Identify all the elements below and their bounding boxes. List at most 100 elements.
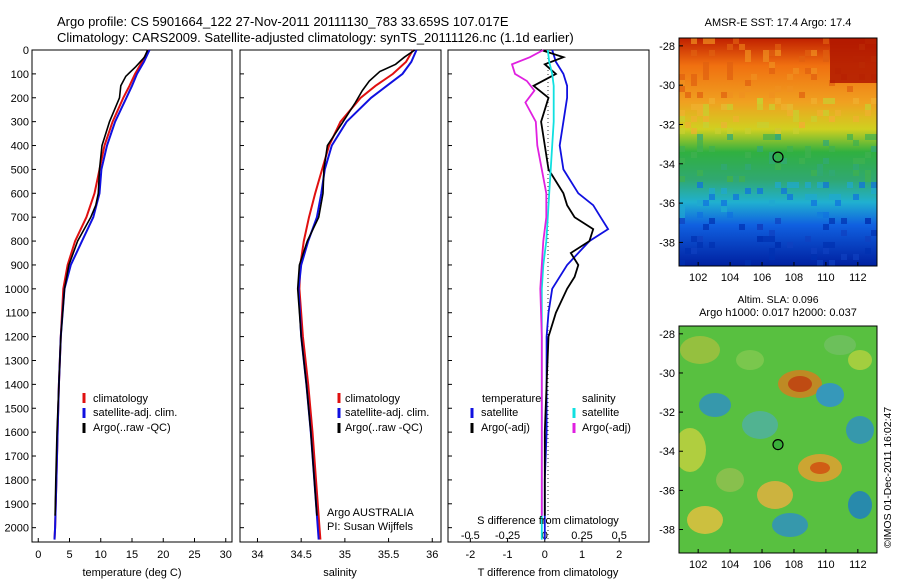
legend-label-satellite: satellite-adj. clim. — [93, 407, 177, 419]
sst-cell — [787, 182, 793, 188]
sst-cell — [811, 74, 817, 80]
sst-cell — [823, 140, 829, 146]
depth-tick-label: 1000 — [5, 284, 29, 296]
difference-depth-ticks — [448, 49, 452, 529]
sst-cell — [847, 86, 853, 92]
sst-cell — [775, 86, 781, 92]
temperature-line — [54, 49, 149, 516]
sst-cell — [811, 98, 817, 104]
sst-cell — [817, 170, 823, 176]
sst-cell — [865, 110, 871, 116]
sst-cell — [799, 158, 805, 164]
latitude-tick-label: -38 — [659, 237, 675, 249]
sst-cell — [865, 248, 871, 254]
sst-cell — [739, 176, 745, 182]
sst-cell — [769, 152, 775, 158]
sst-cell — [829, 218, 835, 224]
sst-cell — [697, 146, 703, 152]
temperature-tick-label: 25 — [188, 549, 200, 561]
sst-cell — [745, 260, 751, 266]
salinity-legend: climatology satellite-adj. clim. Argo(..… — [337, 393, 429, 434]
sst-cell — [691, 116, 697, 122]
sla-map-axes: 102 104 106 108 110 112 -28 -30 -32 -34 -36 -38 — [659, 329, 867, 571]
sst-cell — [727, 212, 733, 218]
sst-cell — [757, 188, 763, 194]
sst-cell — [709, 50, 715, 56]
sst-cell — [853, 170, 859, 176]
sst-cell — [865, 152, 871, 158]
depth-tick-label: 800 — [11, 236, 29, 248]
sst-cell — [829, 146, 835, 152]
salinity-tick-label: 34.5 — [290, 549, 311, 561]
sst-cell — [829, 260, 835, 266]
depth-tick-label: 0 — [23, 45, 29, 57]
sst-cell — [685, 92, 691, 98]
sla-patch — [679, 428, 706, 472]
sst-cell — [781, 104, 787, 110]
sla-patch — [772, 513, 808, 537]
sst-cell — [769, 254, 775, 260]
sst-cell — [823, 224, 829, 230]
sst-cell — [805, 236, 811, 242]
sst-cell — [727, 104, 733, 110]
sst-cell — [763, 122, 769, 128]
sst-map-frame — [678, 37, 878, 267]
sla-patch — [716, 468, 744, 492]
sst-cell — [769, 134, 775, 140]
salinity-line — [298, 49, 414, 540]
sst-cell — [757, 224, 763, 230]
sst-cell — [757, 122, 763, 128]
sst-cell — [703, 68, 709, 74]
sst-cell — [721, 200, 727, 206]
sst-cell — [775, 134, 781, 140]
sst-cell — [799, 56, 805, 62]
sst-cell — [793, 68, 799, 74]
sst-cell — [703, 224, 709, 230]
sst-cell — [853, 194, 859, 200]
temperature-panel: 0100200300400500600700800900100011001200… — [5, 45, 233, 579]
sst-cell — [709, 194, 715, 200]
sst-cell — [697, 170, 703, 176]
sst-cell — [823, 110, 829, 116]
sst-cell — [841, 230, 847, 236]
salinity-difference-ticks: -0.5 -0.25 0 0.25 0.5 — [461, 530, 627, 542]
sla-patch — [848, 350, 872, 370]
sst-cell — [853, 98, 859, 104]
sst-cell — [739, 44, 745, 50]
sst-cell — [805, 194, 811, 200]
longitude-tick-label: 104 — [721, 272, 739, 284]
sst-cell — [745, 188, 751, 194]
sst-cell — [823, 182, 829, 188]
sst-cell — [697, 182, 703, 188]
sst-cell — [709, 38, 715, 44]
sst-cell — [679, 212, 685, 218]
latitude-tick-label: -36 — [659, 485, 675, 497]
sst-cell — [709, 242, 715, 248]
sst-cell — [697, 236, 703, 242]
sst-cell — [781, 158, 787, 164]
sst-cell — [739, 92, 745, 98]
sst-cell — [811, 68, 817, 74]
sst-cell — [745, 50, 751, 56]
sst-cell — [853, 254, 859, 260]
temperature-difference-tick-label: 2 — [616, 549, 622, 561]
sla-map-panel: Altim. SLA: 0.096 Argo h1000: 0.017 h200… — [659, 294, 878, 571]
sst-cell — [811, 170, 817, 176]
depth-tick-label: 1200 — [5, 332, 29, 344]
sst-cell — [865, 134, 871, 140]
longitude-tick-label: 110 — [817, 559, 835, 571]
latitude-tick-label: -34 — [659, 446, 675, 458]
sst-cell — [691, 236, 697, 242]
sst-cell — [733, 38, 739, 44]
latitude-tick-label: -36 — [659, 198, 675, 210]
sst-cell — [817, 164, 823, 170]
sst-cell — [793, 110, 799, 116]
sst-cell — [709, 188, 715, 194]
figure-title-line2: Climatology: CARS2009. Satellite-adjuste… — [57, 30, 574, 45]
sst-cell — [799, 92, 805, 98]
sst-cell — [829, 194, 835, 200]
latitude-tick-label: -38 — [659, 525, 675, 537]
sla-patch — [680, 336, 720, 364]
t-difference-label: T difference from climatology — [478, 567, 619, 579]
sla-patch — [788, 376, 812, 392]
